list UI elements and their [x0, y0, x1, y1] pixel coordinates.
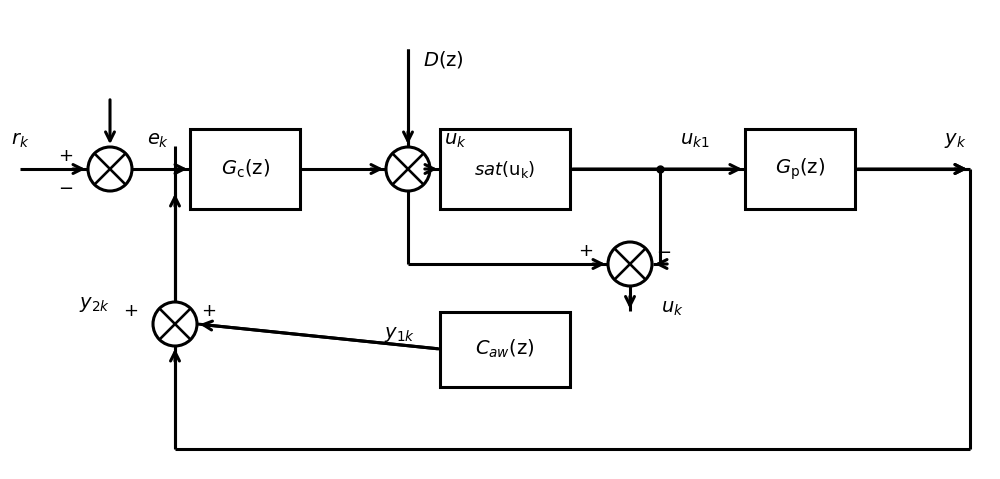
Text: $\mathit{C}_{\mathit{aw}}(\mathrm{z})$: $\mathit{C}_{\mathit{aw}}(\mathrm{z})$: [475, 338, 535, 360]
Text: $+$: $+$: [201, 302, 217, 320]
Text: $y_{1k}$: $y_{1k}$: [384, 324, 416, 343]
Circle shape: [88, 147, 132, 191]
Text: $+$: $+$: [123, 302, 139, 320]
Text: $\mathit{sat}(\mathrm{u_k})$: $\mathit{sat}(\mathrm{u_k})$: [474, 159, 536, 180]
Circle shape: [608, 242, 652, 286]
Text: $u_k$: $u_k$: [661, 299, 683, 319]
Text: $\mathit{G}_\mathrm{c}(\mathrm{z})$: $\mathit{G}_\mathrm{c}(\mathrm{z})$: [221, 158, 269, 180]
Text: $D(\mathrm{z})$: $D(\mathrm{z})$: [423, 48, 463, 69]
Text: $-$: $-$: [58, 178, 74, 196]
Text: $-$: $-$: [656, 242, 672, 260]
Text: $y_{2k}$: $y_{2k}$: [79, 295, 111, 313]
Circle shape: [153, 302, 197, 346]
Text: $r_k$: $r_k$: [11, 132, 29, 150]
Bar: [440, 311, 570, 387]
Circle shape: [386, 147, 430, 191]
Bar: [440, 129, 570, 209]
Text: $\mathit{G}_\mathrm{p}(\mathrm{z})$: $\mathit{G}_\mathrm{p}(\mathrm{z})$: [775, 156, 825, 182]
Bar: [190, 129, 300, 209]
Text: $u_k$: $u_k$: [444, 132, 466, 150]
Text: $+$: $+$: [578, 242, 594, 260]
Text: $u_{k1}$: $u_{k1}$: [680, 132, 710, 150]
Text: $+$: $+$: [58, 147, 74, 165]
Bar: [745, 129, 855, 209]
Text: $e_k$: $e_k$: [147, 132, 169, 150]
Text: $y_k$: $y_k$: [944, 132, 966, 150]
